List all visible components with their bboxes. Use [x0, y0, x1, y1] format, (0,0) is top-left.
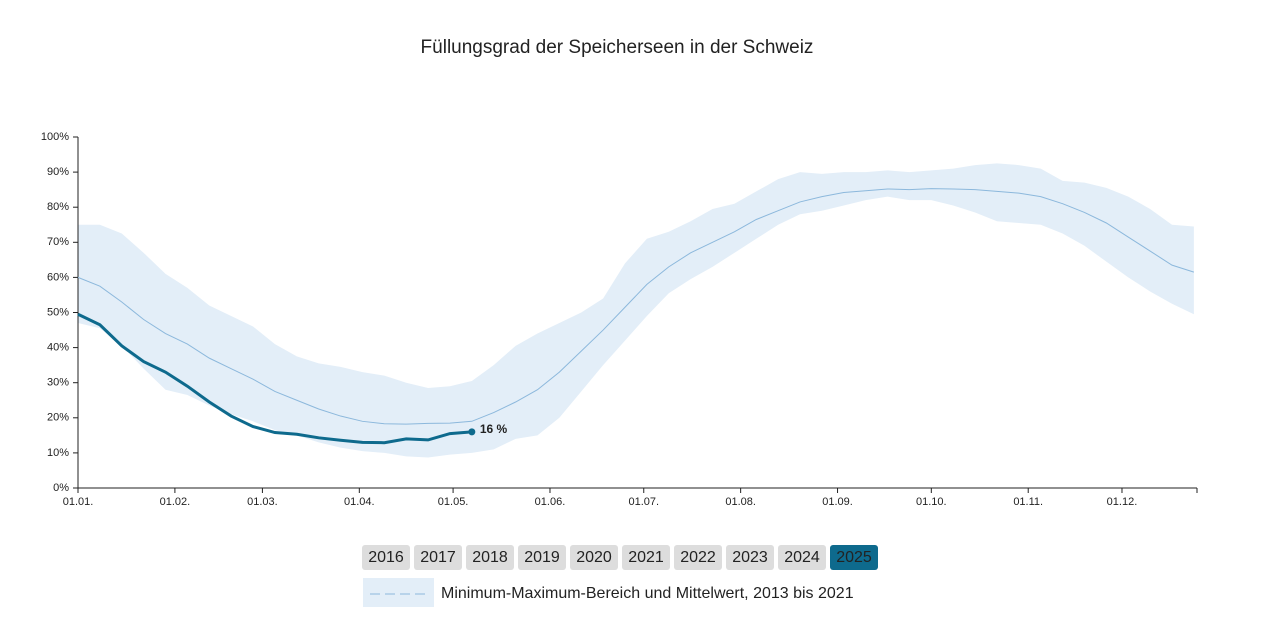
x-tick-label: 01.11.: [1013, 496, 1043, 508]
y-tick-label: 50%: [47, 306, 69, 318]
year-button-bg: [674, 545, 722, 570]
year-button-label: 2024: [784, 549, 820, 566]
year-button-label: 2020: [576, 549, 612, 566]
year-button-label: 2022: [680, 549, 716, 566]
y-tick-label: 60%: [47, 271, 69, 283]
year-button[interactable]: 2017: [414, 545, 462, 570]
year-button[interactable]: 2025: [830, 545, 878, 570]
year-button[interactable]: 2024: [778, 545, 826, 570]
year-button-bg: [622, 545, 670, 570]
year-button[interactable]: 2018: [466, 545, 514, 570]
y-tick-label: 100%: [41, 131, 69, 143]
legend-swatch: [363, 578, 434, 607]
y-tick-label: 70%: [47, 236, 69, 248]
x-tick-label: 01.10.: [916, 496, 947, 508]
x-tick-label: 01.07.: [628, 496, 659, 508]
y-tick-label: 20%: [47, 412, 69, 424]
year-button-label: 2021: [628, 549, 664, 566]
year-button[interactable]: 2022: [674, 545, 722, 570]
y-tick-label: 80%: [47, 201, 69, 213]
year-button[interactable]: 2020: [570, 545, 618, 570]
series-line: [77, 312, 472, 445]
x-tick-label: 01.04.: [344, 496, 375, 508]
y-tick-label: 90%: [47, 166, 69, 178]
legend-label: Minimum-Maximum-Bereich und Mittelwert, …: [441, 585, 854, 602]
x-tick-label: 01.09.: [822, 496, 853, 508]
year-button[interactable]: 2023: [726, 545, 774, 570]
year-button-label: 2017: [420, 549, 456, 566]
year-button[interactable]: 2016: [362, 545, 410, 570]
year-button-label: 2019: [524, 549, 560, 566]
y-tick-label: 0%: [53, 482, 69, 494]
data-label: 16 %: [480, 422, 508, 436]
x-tick-label: 01.08.: [725, 496, 756, 508]
year-button-label: 2016: [368, 549, 404, 566]
year-button-bg: [570, 545, 618, 570]
x-tick-label: 01.01.: [63, 496, 94, 508]
year-button-label: 2025: [836, 549, 872, 566]
series-line: [77, 188, 1195, 425]
year-button-bg: [726, 545, 774, 570]
year-button-label: 2018: [472, 549, 508, 566]
year-button-bg: [362, 545, 410, 570]
x-tick-label: 01.03.: [247, 496, 278, 508]
x-tick-label: 01.02.: [160, 496, 191, 508]
y-tick-label: 40%: [47, 342, 69, 354]
year-button-bg: [466, 545, 514, 570]
y-tick-label: 30%: [47, 377, 69, 389]
range-band: [78, 163, 1194, 458]
year-button-bg: [830, 545, 878, 570]
year-button-bg: [518, 545, 566, 570]
year-button-bg: [414, 545, 462, 570]
x-tick-label: 01.12.: [1107, 496, 1138, 508]
year-button[interactable]: 2021: [622, 545, 670, 570]
year-button-label: 2023: [732, 549, 768, 566]
x-tick-label: 01.06.: [535, 496, 566, 508]
y-tick-label: 10%: [47, 447, 69, 459]
x-tick-label: 01.05.: [438, 496, 469, 508]
end-point: [468, 428, 476, 436]
year-button-bg: [778, 545, 826, 570]
year-button[interactable]: 2019: [518, 545, 566, 570]
chart-title: Füllungsgrad der Speicherseen in der Sch…: [421, 37, 814, 58]
